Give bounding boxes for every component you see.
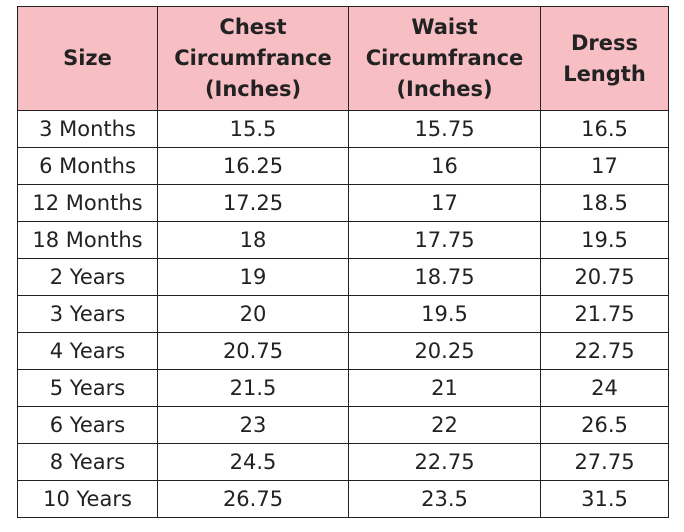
table-row: 5 Years 21.5 21 24 bbox=[17, 369, 669, 407]
table-cell: 22 bbox=[348, 406, 541, 444]
table-cell: 16.25 bbox=[157, 147, 349, 185]
table-cell: 26.75 bbox=[157, 480, 349, 518]
table-row: 12 Months 17.25 17 18.5 bbox=[17, 184, 669, 222]
table-cell: 6 Months bbox=[17, 147, 158, 185]
table-cell: 23.5 bbox=[348, 480, 541, 518]
table-cell: 22.75 bbox=[540, 332, 669, 370]
table-row: 18 Months 18 17.75 19.5 bbox=[17, 221, 669, 259]
table-cell: 19.5 bbox=[348, 295, 541, 333]
table-cell: 21 bbox=[348, 369, 541, 407]
table-cell: 10 Years bbox=[17, 480, 158, 518]
table-cell: 5 Years bbox=[17, 369, 158, 407]
table-cell: 20.75 bbox=[540, 258, 669, 296]
table-row: 6 Years 23 22 26.5 bbox=[17, 406, 669, 444]
size-chart: Size Chest Circumfrance (Inches) Waist Cir… bbox=[17, 6, 669, 518]
table-cell: 3 Months bbox=[17, 110, 158, 148]
table-cell: 17.75 bbox=[348, 221, 541, 259]
table-cell: 15.75 bbox=[348, 110, 541, 148]
header-cell: Size bbox=[17, 6, 158, 111]
table-cell: 18 bbox=[157, 221, 349, 259]
table-cell: 17 bbox=[540, 147, 669, 185]
table-cell: 17 bbox=[348, 184, 541, 222]
table-cell: 20.75 bbox=[157, 332, 349, 370]
table-cell: 16 bbox=[348, 147, 541, 185]
table-cell: 4 Years bbox=[17, 332, 158, 370]
table-cell: 17.25 bbox=[157, 184, 349, 222]
table-row: 3 Years 20 19.5 21.75 bbox=[17, 295, 669, 333]
table-cell: 2 Years bbox=[17, 258, 158, 296]
table-row: 2 Years 19 18.75 20.75 bbox=[17, 258, 669, 296]
table-body: 3 Months 15.5 15.75 16.5 6 Months 16.25 16 17 12… bbox=[17, 110, 669, 518]
header-cell: Chest Circumfrance (Inches) bbox=[157, 6, 349, 111]
table-cell: 18 Months bbox=[17, 221, 158, 259]
table-cell: 18.5 bbox=[540, 184, 669, 222]
table-cell: 19 bbox=[157, 258, 349, 296]
table-cell: 19.5 bbox=[540, 221, 669, 259]
table-cell: 18.75 bbox=[348, 258, 541, 296]
table-cell: 27.75 bbox=[540, 443, 669, 481]
table-row: 4 Years 20.75 20.25 22.75 bbox=[17, 332, 669, 370]
table-cell: 21.75 bbox=[540, 295, 669, 333]
table-cell: 23 bbox=[157, 406, 349, 444]
table-row: 10 Years 26.75 23.5 31.5 bbox=[17, 480, 669, 518]
header-row: Size Chest Circumfrance (Inches) Waist Cir… bbox=[17, 6, 669, 111]
table-cell: 31.5 bbox=[540, 480, 669, 518]
table-cell: 12 Months bbox=[17, 184, 158, 222]
table-cell: 24.5 bbox=[157, 443, 349, 481]
table-cell: 21.5 bbox=[157, 369, 349, 407]
table-cell: 16.5 bbox=[540, 110, 669, 148]
table-cell: 8 Years bbox=[17, 443, 158, 481]
table-row: 3 Months 15.5 15.75 16.5 bbox=[17, 110, 669, 148]
header-cell: Waist Circumfrance (Inches) bbox=[348, 6, 541, 111]
table-cell: 15.5 bbox=[157, 110, 349, 148]
table-row: 6 Months 16.25 16 17 bbox=[17, 147, 669, 185]
table-cell: 26.5 bbox=[540, 406, 669, 444]
table-cell: 6 Years bbox=[17, 406, 158, 444]
table-cell: 3 Years bbox=[17, 295, 158, 333]
table-row: 8 Years 24.5 22.75 27.75 bbox=[17, 443, 669, 481]
table-cell: 20.25 bbox=[348, 332, 541, 370]
table-cell: 22.75 bbox=[348, 443, 541, 481]
table-cell: 24 bbox=[540, 369, 669, 407]
header-cell: Dress Length bbox=[540, 6, 669, 111]
table-cell: 20 bbox=[157, 295, 349, 333]
